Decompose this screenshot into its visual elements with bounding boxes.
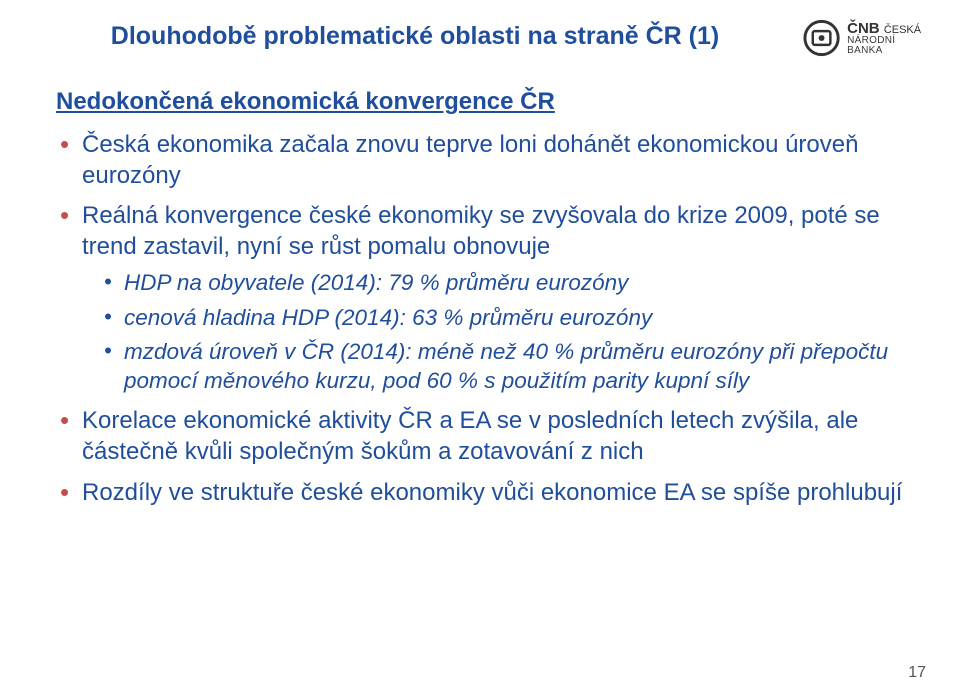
list-item: Reálná konvergence české ekonomiky se zv… [56,201,904,396]
list-item: Česká ekonomika začala znovu teprve loni… [56,130,904,191]
bullet-list-level1: Česká ekonomika začala znovu teprve loni… [56,130,904,508]
list-item-text: Reálná konvergence české ekonomiky se zv… [82,202,880,260]
cnb-logo-text: ČNB ČESKÁ NÁRODNÍ BANKA [847,21,932,56]
cnb-logo: ČNB ČESKÁ NÁRODNÍ BANKA [802,16,932,60]
list-item: Korelace ekonomické aktivity ČR a EA se … [56,406,904,467]
slide-title: Dlouhodobě problematické oblasti na stra… [28,16,802,51]
list-item-text: cenová hladina HDP (2014): 63 % průměru … [124,305,652,330]
list-item: cenová hladina HDP (2014): 63 % průměru … [104,304,904,333]
list-item-text: Rozdíly ve struktuře české ekonomiky vůč… [82,479,902,506]
subheading: Nedokončená ekonomická konvergence ČR [56,88,904,116]
list-item: Rozdíly ve struktuře české ekonomiky vůč… [56,478,904,509]
list-item-text: Česká ekonomika začala znovu teprve loni… [82,131,858,189]
page-number: 17 [908,664,926,682]
list-item: mzdová úroveň v ČR (2014): méně než 40 %… [104,338,904,396]
list-item-text: Korelace ekonomické aktivity ČR a EA se … [82,407,858,465]
bullet-list-level2: HDP na obyvatele (2014): 79 % průměru eu… [82,269,904,396]
logo-line2: NÁRODNÍ BANKA [847,36,932,56]
cnb-logo-icon [802,18,841,58]
list-item-text: mzdová úroveň v ČR (2014): méně než 40 %… [124,339,888,393]
logo-abbr: ČNB ČESKÁ [847,21,932,36]
list-item-text: HDP na obyvatele (2014): 79 % průměru eu… [124,270,628,295]
slide-header: Dlouhodobě problematické oblasti na stra… [0,0,960,60]
list-item: HDP na obyvatele (2014): 79 % průměru eu… [104,269,904,298]
slide-content: Nedokončená ekonomická konvergence ČR Če… [0,60,960,508]
